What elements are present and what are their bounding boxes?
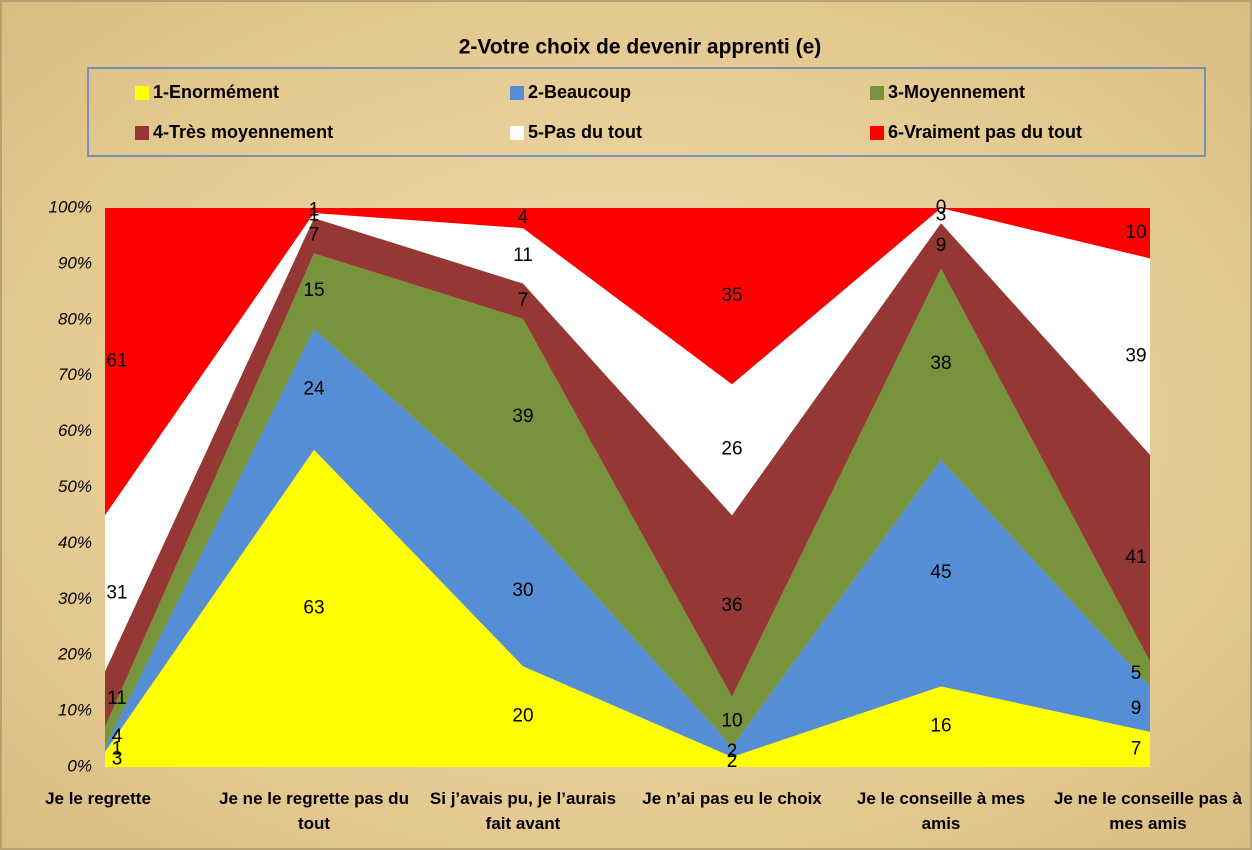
data-label: 31 [106, 582, 127, 603]
y-tick-label: 100% [49, 197, 92, 216]
data-label: 3 [112, 748, 123, 769]
data-label: 26 [721, 439, 742, 460]
data-label: 45 [930, 562, 951, 583]
area [105, 208, 1150, 672]
data-label: 7 [309, 225, 320, 246]
legend-label: 4-Très moyennement [153, 122, 333, 142]
x-tick-label: Je ne le regrette pas du tout [219, 789, 409, 833]
data-label: 30 [512, 580, 533, 601]
data-label: 16 [930, 716, 951, 737]
data-label: 35 [721, 285, 742, 306]
data-label: 63 [303, 597, 324, 618]
data-label: 1 [309, 205, 320, 226]
legend-swatch [510, 126, 524, 140]
data-label: 11 [513, 245, 533, 266]
data-label: 4 [518, 207, 529, 228]
area [105, 328, 1150, 757]
data-label: 20 [512, 706, 533, 727]
data-label: 10 [721, 711, 742, 732]
x-tick-label: Je le regrette [45, 789, 151, 808]
data-label: 1 [112, 738, 123, 759]
legend-label: 6-Vraiment pas du tout [888, 122, 1082, 142]
data-label: 39 [512, 406, 533, 427]
legend-box [87, 67, 1206, 157]
data-label: 1 [309, 200, 320, 221]
legend-swatch [870, 126, 884, 140]
area [105, 449, 1150, 767]
data-label: 7 [518, 290, 529, 311]
y-tick-label: 90% [58, 253, 92, 272]
y-tick-label: 20% [57, 645, 92, 664]
data-label: 10 [1125, 222, 1146, 243]
data-label: 2 [727, 751, 738, 772]
data-label: 38 [930, 353, 951, 374]
data-label: 39 [1125, 346, 1146, 367]
y-tick-label: 80% [58, 309, 92, 328]
data-label: 9 [936, 235, 947, 256]
x-tick-label: Je ne le conseille pas à mes amis [1053, 789, 1243, 833]
data-label: 61 [106, 351, 127, 372]
area [105, 208, 1150, 516]
data-label: 7 [1131, 738, 1142, 759]
legend-label: 2-Beaucoup [528, 82, 631, 102]
y-tick-label: 60% [58, 421, 92, 440]
area [105, 253, 1150, 747]
legend-swatch [510, 86, 524, 100]
y-tick-label: 30% [58, 589, 92, 608]
y-tick-label: 40% [58, 533, 92, 552]
data-label: 5 [1131, 663, 1142, 684]
legend-swatch [870, 86, 884, 100]
x-tick-label: Si j’avais pu, je l’aurais fait avant [429, 789, 617, 833]
data-label: 41 [1125, 547, 1146, 568]
legend-label: 1-Enormément [153, 82, 279, 102]
x-tick-label: Je n’ai pas eu le choix [642, 789, 822, 808]
data-label: 11 [107, 688, 127, 709]
legend-label: 5-Pas du tout [528, 122, 642, 142]
data-label: 0 [936, 197, 947, 218]
data-label: 2 [727, 741, 738, 762]
legend-swatch [135, 126, 149, 140]
y-tick-label: 0% [67, 756, 92, 775]
data-label: 4 [112, 726, 123, 747]
chart-title: 2-Votre choix de devenir apprenti (e) [459, 36, 822, 59]
data-label: 15 [303, 280, 324, 301]
data-label: 24 [303, 378, 325, 399]
data-label: 9 [1131, 698, 1142, 719]
legend-swatch [135, 86, 149, 100]
y-tick-label: 10% [58, 701, 92, 720]
data-label: 36 [721, 595, 742, 616]
legend-label: 3-Moyennement [888, 82, 1025, 102]
y-tick-label: 70% [58, 365, 92, 384]
data-label: 3 [936, 205, 947, 226]
area [105, 218, 1150, 727]
y-tick-label: 50% [58, 477, 92, 496]
x-tick-label: Je le conseille à mes amis [856, 789, 1026, 833]
